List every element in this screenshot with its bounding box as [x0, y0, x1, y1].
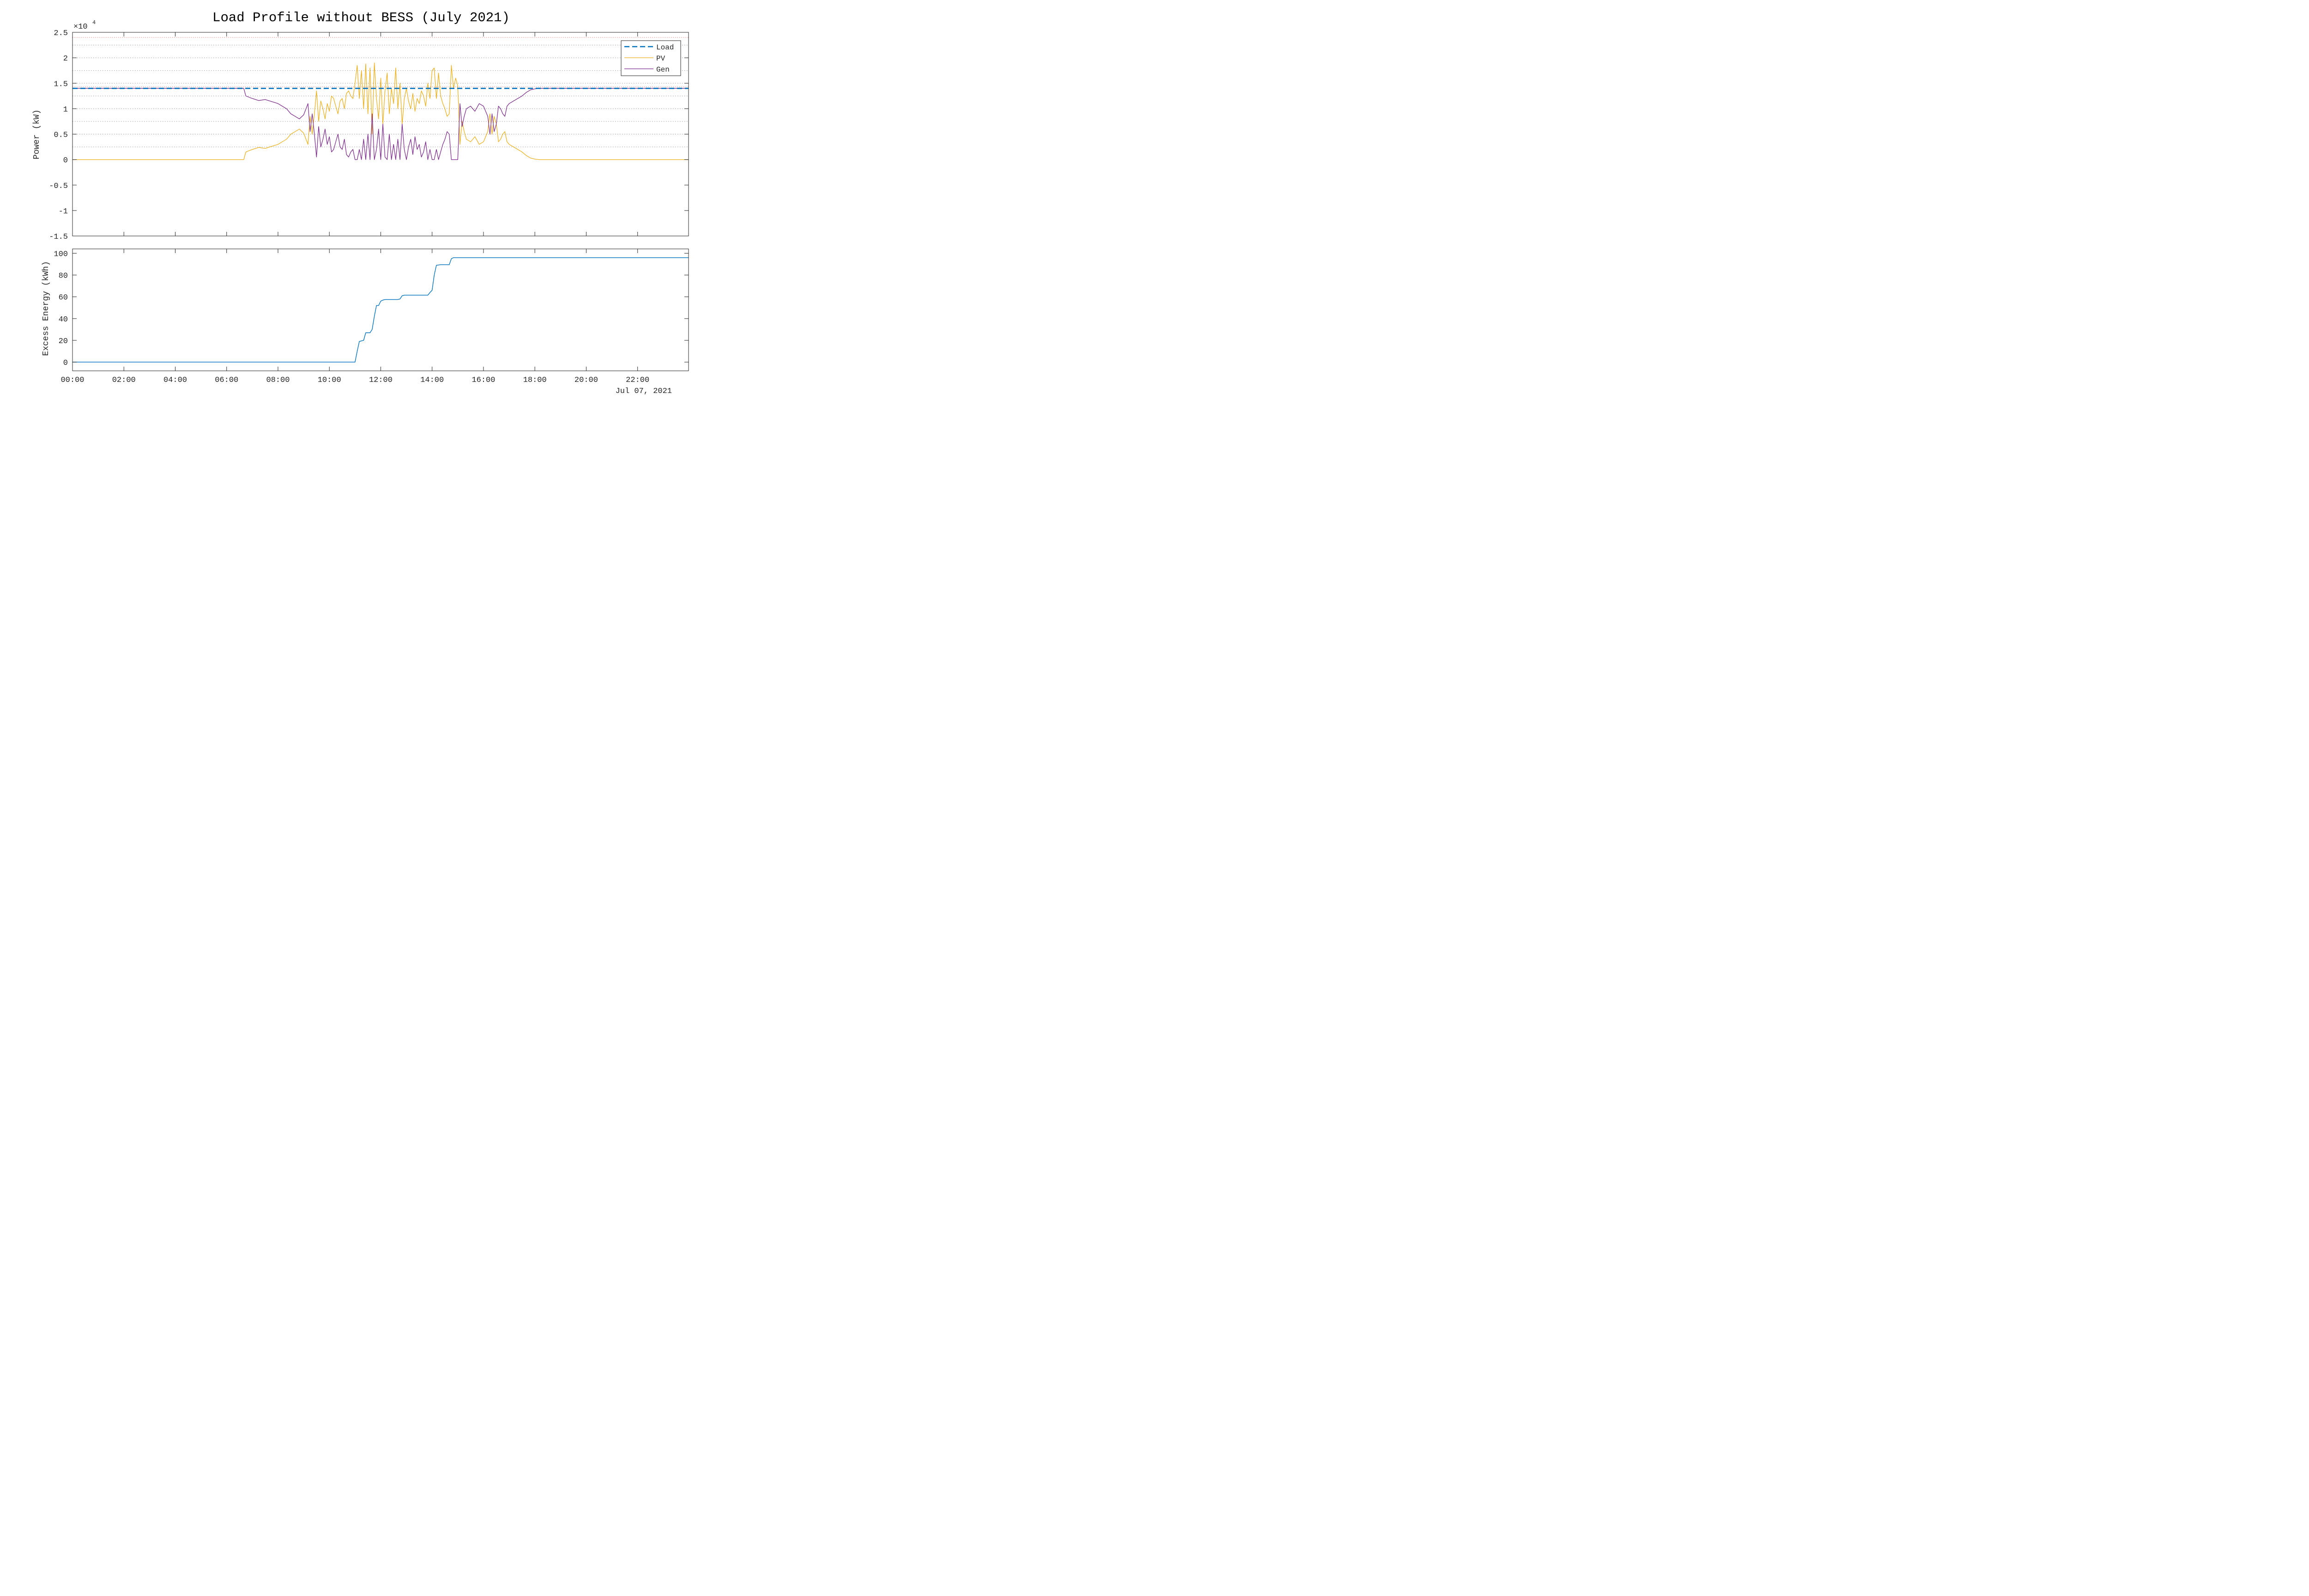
power-ylabel: Power (kW) [32, 109, 42, 159]
y-tick-label: 2.5 [54, 29, 68, 38]
power-axes: 2.521.510.50-0.5-1-1.5 ×10 4 Power (kW) … [32, 19, 689, 242]
x-tick-label: 12:00 [369, 376, 393, 385]
y-tick-label: 2 [63, 54, 68, 63]
y-tick-label: 0 [63, 359, 68, 368]
x-tick-label: 18:00 [523, 376, 547, 385]
energy-ticks: 0 20 40 60 80 100 00:00 02:00 04:00 06:00 08:00 10:… [54, 249, 689, 385]
y-tick-label: 80 [59, 272, 68, 281]
energy-ylabel: Excess Energy (kWh) [42, 261, 51, 356]
y-tick-label: 1 [63, 105, 68, 114]
y-tick-label: -0.5 [49, 182, 68, 191]
legend-pv-label: PV [656, 54, 665, 63]
figure: Load Profile without BESS (July 2021) 2.… [32, 10, 689, 396]
series-excess-energy-line [73, 257, 689, 363]
y-tick-label: 1.5 [54, 80, 68, 89]
x-tick-label: 22:00 [626, 376, 649, 385]
x-tick-label: 02:00 [112, 376, 136, 385]
y-tick-label: 0.5 [54, 131, 68, 140]
series-pv-line [73, 62, 689, 160]
y-tick-label: 20 [59, 337, 68, 346]
date-label: Jul 07, 2021 [616, 387, 672, 396]
legend-load-label: Load [656, 43, 674, 52]
y-tick-label: 60 [59, 294, 68, 302]
energy-axes: 0 20 40 60 80 100 00:00 02:00 04:00 06:00 08:00 10:… [42, 248, 689, 396]
x-tick-label: 16:00 [471, 376, 495, 385]
power-series [73, 62, 689, 160]
y-tick-label: 0 [63, 157, 68, 165]
y-tick-label: -1 [59, 207, 68, 216]
x-tick-label: 00:00 [60, 376, 84, 385]
y-tick-label: -1.5 [49, 233, 68, 242]
power-ticks: 2.5 2 1.5 1 0.5 0 -0.5 -1 -1.5 [49, 29, 689, 242]
legend-gen-label: Gen [656, 66, 670, 74]
chart-title: Load Profile without BESS (July 2021) [212, 10, 510, 25]
legend: Load PV Gen [621, 40, 681, 76]
x-tick-label: 06:00 [215, 376, 238, 385]
x-tick-label: 08:00 [266, 376, 290, 385]
series-gen-line [73, 88, 689, 160]
x-tick-label: 10:00 [318, 376, 341, 385]
x-tick-label: 04:00 [163, 376, 187, 385]
energy-series [73, 257, 689, 363]
x-tick-label: 14:00 [420, 376, 444, 385]
x-tick-label: 20:00 [574, 376, 598, 385]
y-tick-label: 100 [54, 250, 68, 259]
y-tick-label: 40 [59, 315, 68, 324]
power-exponent-base: ×10 [73, 23, 88, 31]
power-exponent: 4 [92, 19, 96, 26]
